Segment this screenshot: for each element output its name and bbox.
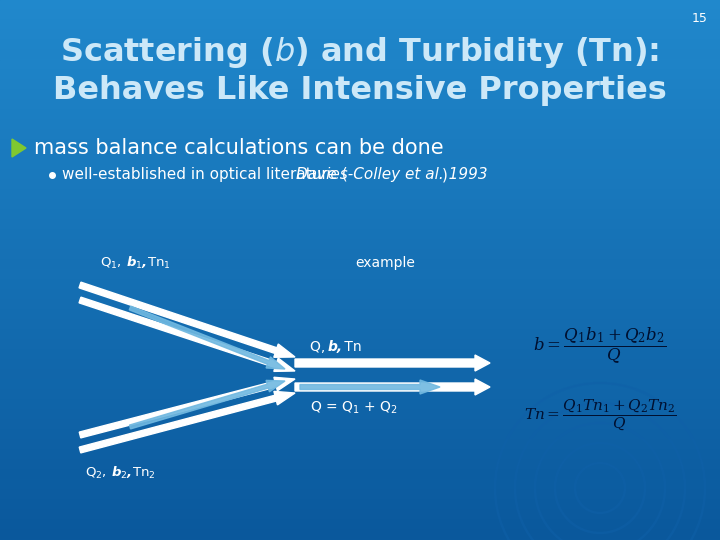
Bar: [0, 400, 720, 410]
Bar: [0, 490, 720, 500]
Text: $Tn = \dfrac{Q_1 Tn_1 + Q_2 Tn_2}{Q}$: $Tn = \dfrac{Q_1 Tn_1 + Q_2 Tn_2}{Q}$: [523, 397, 676, 433]
Bar: [0, 240, 720, 250]
Bar: [0, 80, 720, 90]
Bar: [0, 270, 720, 280]
Bar: [0, 10, 720, 20]
Bar: [0, 480, 720, 490]
Bar: [0, 300, 720, 310]
Bar: [0, 40, 720, 50]
Bar: [0, 200, 720, 210]
Text: example: example: [355, 256, 415, 270]
FancyArrow shape: [295, 379, 490, 395]
Text: Q = Q$_1$ + Q$_2$: Q = Q$_1$ + Q$_2$: [310, 400, 397, 416]
FancyArrow shape: [79, 392, 295, 453]
Bar: [0, 440, 720, 450]
Bar: [0, 170, 720, 180]
Bar: [0, 340, 720, 350]
Bar: [0, 310, 720, 320]
Text: Tn: Tn: [340, 340, 361, 354]
Text: $\bfit{b}$$_1$,: $\bfit{b}$$_1$,: [126, 255, 148, 271]
Bar: [0, 390, 720, 400]
Bar: [0, 210, 720, 220]
Text: Tn$_2$: Tn$_2$: [128, 465, 156, 481]
Bar: [0, 410, 720, 420]
Bar: [0, 470, 720, 480]
Bar: [0, 350, 720, 360]
FancyArrow shape: [79, 297, 295, 372]
Text: $b = \dfrac{Q_1 b_1 + Q_2 b_2}{Q}$: $b = \dfrac{Q_1 b_1 + Q_2 b_2}{Q}$: [534, 325, 667, 365]
Bar: [0, 370, 720, 380]
Bar: [0, 100, 720, 110]
Text: Davies-Colley et al. 1993: Davies-Colley et al. 1993: [296, 167, 487, 183]
Text: Q$_1$,: Q$_1$,: [100, 255, 123, 271]
Bar: [0, 180, 720, 190]
Bar: [0, 190, 720, 200]
FancyArrow shape: [300, 380, 440, 394]
Bar: [0, 0, 720, 10]
Text: ): ): [442, 167, 448, 183]
Bar: [0, 330, 720, 340]
Polygon shape: [12, 139, 26, 157]
Bar: [0, 130, 720, 140]
Text: $\bfit{b}$$_2$,: $\bfit{b}$$_2$,: [111, 465, 132, 481]
Bar: [0, 510, 720, 520]
Text: Tn$_1$: Tn$_1$: [143, 255, 171, 271]
Text: mass balance calculations can be done: mass balance calculations can be done: [34, 138, 444, 158]
Bar: [0, 520, 720, 530]
Bar: [0, 220, 720, 230]
Bar: [0, 320, 720, 330]
FancyArrow shape: [79, 282, 295, 357]
Bar: [0, 90, 720, 100]
Bar: [0, 360, 720, 370]
FancyArrow shape: [130, 380, 285, 429]
Bar: [0, 110, 720, 120]
FancyArrow shape: [79, 377, 295, 438]
Bar: [0, 70, 720, 80]
Bar: [0, 430, 720, 440]
Text: b,: b,: [328, 340, 343, 354]
FancyArrow shape: [295, 355, 490, 371]
Text: Q$_2$,: Q$_2$,: [85, 465, 108, 481]
Bar: [0, 260, 720, 270]
Bar: [0, 450, 720, 460]
Bar: [0, 500, 720, 510]
Bar: [0, 460, 720, 470]
Bar: [0, 290, 720, 300]
Text: Behaves Like Intensive Properties: Behaves Like Intensive Properties: [53, 75, 667, 105]
Bar: [0, 20, 720, 30]
Bar: [0, 140, 720, 150]
FancyArrow shape: [130, 306, 285, 369]
Bar: [0, 250, 720, 260]
Text: well-established in optical literature (: well-established in optical literature (: [62, 167, 348, 183]
Bar: [0, 420, 720, 430]
Bar: [0, 30, 720, 40]
Text: Scattering ($\it{b}$) and Turbidity (Tn):: Scattering ($\it{b}$) and Turbidity (Tn)…: [60, 35, 660, 70]
Bar: [0, 530, 720, 540]
Bar: [0, 230, 720, 240]
Bar: [0, 380, 720, 390]
Text: Q,: Q,: [310, 340, 330, 354]
Bar: [0, 120, 720, 130]
Bar: [0, 60, 720, 70]
Bar: [0, 160, 720, 170]
Bar: [0, 50, 720, 60]
Bar: [0, 150, 720, 160]
Bar: [0, 280, 720, 290]
Text: 15: 15: [692, 12, 708, 25]
